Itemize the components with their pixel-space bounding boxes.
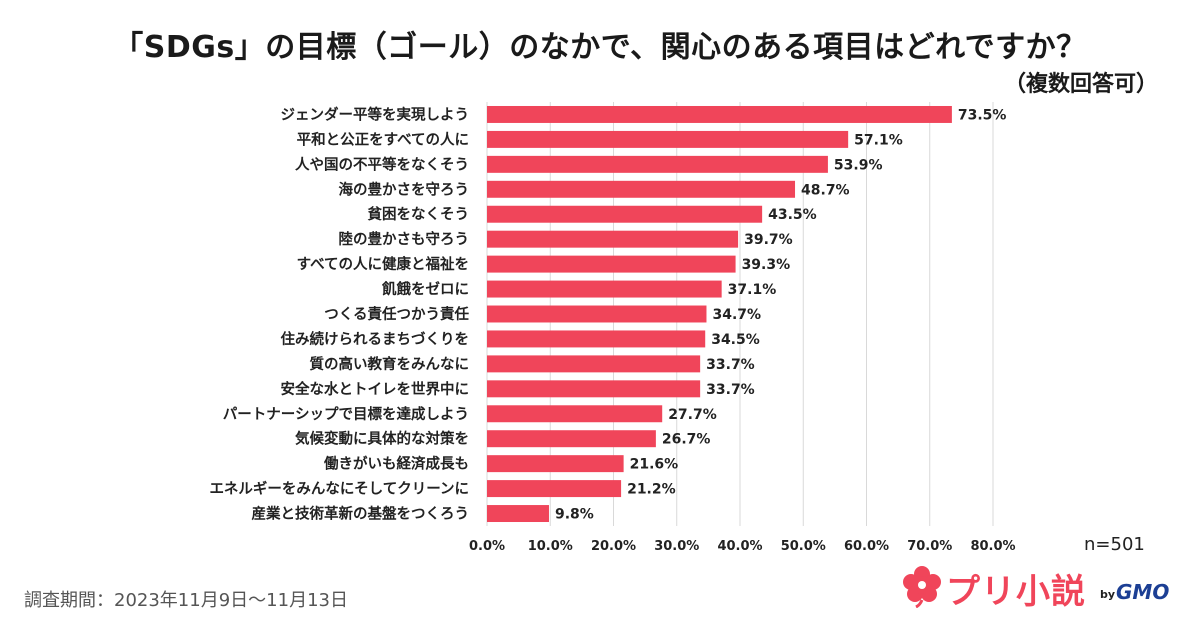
bar <box>487 105 952 123</box>
value-label: 39.7% <box>744 232 793 248</box>
bar <box>487 280 722 298</box>
category-label: 産業と技術革新の基盤をつくろう <box>252 505 470 523</box>
brand-logo: プリ小説 by GMO <box>902 562 1178 614</box>
flower-logo-icon <box>903 566 941 608</box>
value-label: 39.3% <box>742 257 791 273</box>
x-tick-label: 60.0% <box>844 539 889 554</box>
bar <box>487 480 622 498</box>
gmo-logo: GMO <box>1116 580 1170 604</box>
x-tick-label: 40.0% <box>717 539 762 554</box>
bar <box>487 155 828 173</box>
category-label: すべての人に健康と福祉を <box>297 255 469 273</box>
bar <box>487 205 763 223</box>
bar <box>487 255 736 273</box>
x-tick-label: 30.0% <box>654 539 699 554</box>
logo-by-text: by <box>1100 588 1116 601</box>
value-label: 34.7% <box>712 307 761 323</box>
value-label: 9.8% <box>555 507 594 523</box>
bar <box>487 505 549 523</box>
category-label: 人や国の不平等をなくそう <box>295 155 469 173</box>
category-label: 陸の豊かさも守ろう <box>339 230 470 248</box>
category-label: 海の豊かさを守ろう <box>339 180 470 198</box>
bar <box>487 330 706 348</box>
category-label: 貧困をなくそう <box>368 205 470 223</box>
value-label: 43.5% <box>768 207 817 223</box>
category-label: 住み続けられるまちづくりを <box>281 330 470 348</box>
sample-size: n=501 <box>1084 534 1145 555</box>
bar <box>487 130 849 148</box>
category-label: 平和と公正をすべての人に <box>297 131 469 148</box>
bar <box>487 380 701 398</box>
bar <box>487 355 701 373</box>
category-label: 質の高い教育をみんなに <box>310 355 470 373</box>
category-label: 気候変動に具体的な対策を <box>295 430 469 448</box>
category-label: エネルギーをみんなにそしてクリーンに <box>209 481 469 498</box>
value-label: 27.7% <box>668 407 717 423</box>
bar <box>487 305 707 323</box>
x-tick-label: 10.0% <box>528 539 573 554</box>
category-label: パートナーシップで目標を達成しよう <box>223 405 469 423</box>
value-label: 37.1% <box>728 282 777 298</box>
value-label: 26.7% <box>662 432 711 448</box>
x-tick-label: 70.0% <box>907 539 952 554</box>
value-label: 21.2% <box>627 482 676 498</box>
x-tick-label: 0.0% <box>469 539 505 554</box>
category-label: 働きがいも経済成長も <box>323 455 469 473</box>
value-label: 33.7% <box>706 357 755 373</box>
value-label: 48.7% <box>801 182 850 198</box>
logo-wordmark: プリ小説 <box>946 572 1086 612</box>
category-label: 安全な水とトイレを世界中に <box>281 380 470 398</box>
bar <box>487 230 739 248</box>
x-tick-label: 20.0% <box>591 539 636 554</box>
value-label: 33.7% <box>706 382 755 398</box>
bar <box>487 180 796 198</box>
category-label: 飢餓をゼロに <box>382 280 469 298</box>
bar <box>487 455 624 473</box>
chart-subtitle: （複数回答可） <box>1003 72 1158 97</box>
value-label: 73.5% <box>958 107 1007 123</box>
bar <box>487 405 663 423</box>
value-label: 21.6% <box>630 457 679 473</box>
chart-title: 「SDGs」の目標（ゴール）のなかで、関心のある項目はどれですか？ <box>113 30 1087 65</box>
category-label: ジェンダー平等を実現しよう <box>281 105 470 123</box>
x-tick-label: 50.0% <box>781 539 826 554</box>
value-label: 34.5% <box>711 332 760 348</box>
category-label: つくる責任つかう責任 <box>324 305 469 323</box>
survey-period: 調査期間：2023年11月9日〜11月13日 <box>24 590 348 611</box>
value-label: 53.9% <box>834 157 883 173</box>
x-tick-label: 80.0% <box>970 539 1015 554</box>
value-label: 57.1% <box>854 132 903 148</box>
bar <box>487 430 656 448</box>
